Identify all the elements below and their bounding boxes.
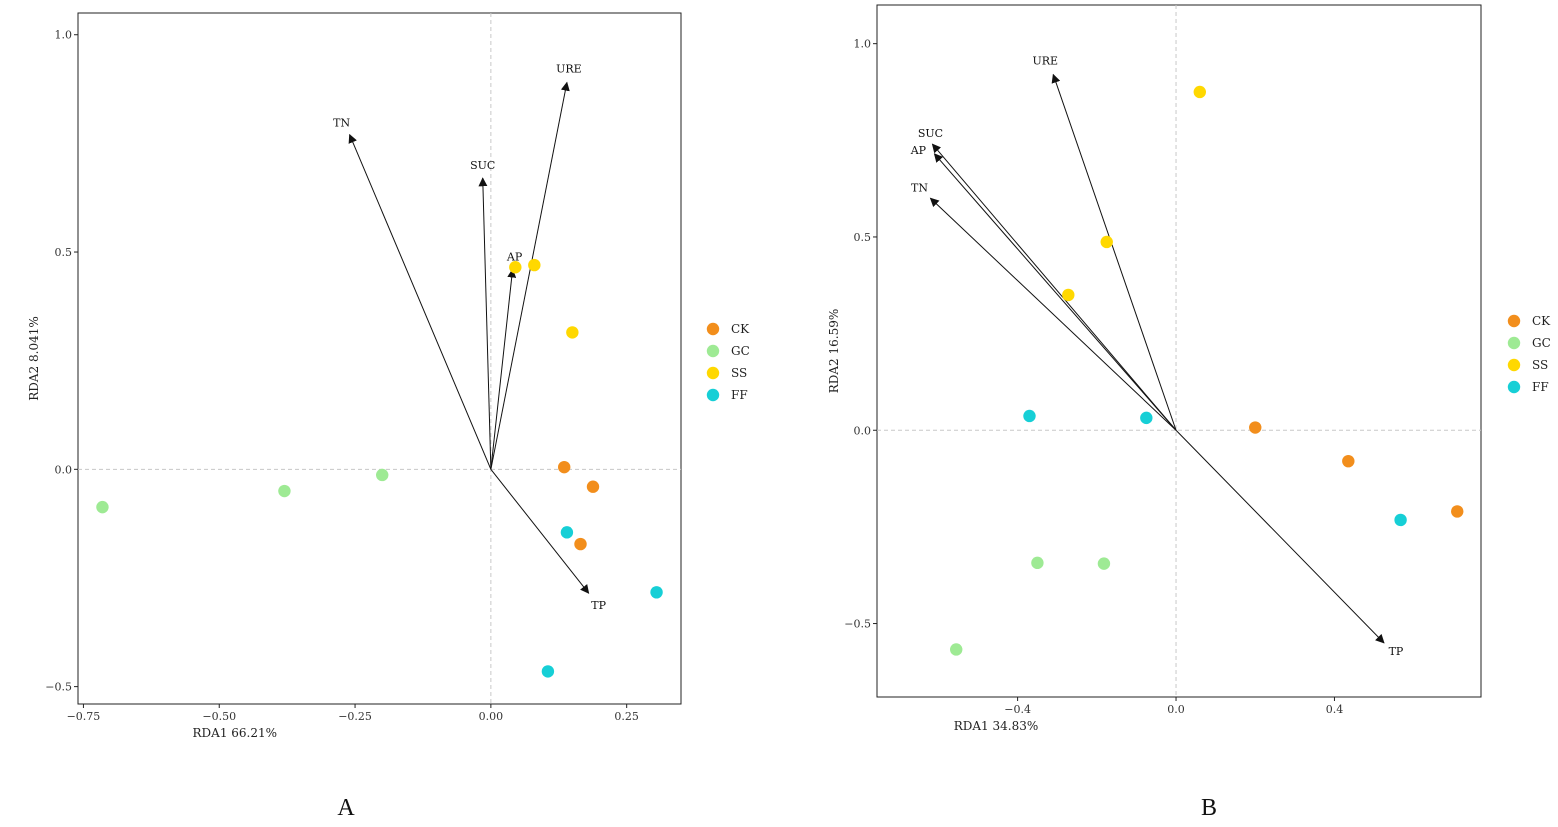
point-ss [528, 258, 541, 272]
arrow-label-tp: TP [1389, 645, 1404, 658]
legend-label-ck: CK [1532, 314, 1551, 328]
legend-marker-ff [706, 388, 720, 402]
panel-letter: B [1201, 795, 1217, 821]
y-tick-label: 1.0 [854, 38, 872, 51]
legend-label-gc: GC [1532, 336, 1551, 350]
x-axis-title: RDA1 34.83% [954, 719, 1039, 733]
arrow-label-tn: TN [333, 117, 350, 130]
legend-marker-ss [706, 366, 720, 380]
legend-label-ck: CK [731, 322, 750, 336]
legend-label-gc: GC [731, 344, 750, 358]
legend-marker-gc [706, 344, 720, 358]
y-axis-title: RDA2 8.041% [27, 316, 41, 401]
arrow-label-ap: AP [506, 250, 523, 263]
point-gc [1031, 556, 1044, 570]
arrow-label-suc: SUC [470, 159, 495, 172]
y-tick-label: −0.5 [844, 618, 871, 631]
arrow-label-ure: URE [556, 63, 582, 76]
arrow-suc [931, 143, 1177, 431]
point-ck [1451, 505, 1464, 518]
arrow-label-tn: TN [911, 181, 928, 194]
point-gc [950, 643, 963, 656]
arrow-ure [490, 81, 570, 470]
point-gc [278, 484, 291, 498]
arrow-ap [933, 153, 1177, 431]
rda-panel-a: −0.75 −0.50 −0.25 0.00 0.25 −0.5 0.0 0.5 1.0 RDA1… [27, 12, 750, 821]
x-tick-label: −0.75 [67, 710, 101, 723]
x-tick-label: −0.4 [1004, 703, 1031, 716]
legend-marker-ck [706, 322, 720, 336]
arrow-suc [478, 177, 492, 470]
y-tick-label: 0.0 [55, 463, 73, 476]
point-ck [558, 460, 571, 474]
legend-marker-ss [1507, 358, 1521, 372]
point-gc [376, 468, 389, 482]
legend-marker-ff [1507, 380, 1521, 394]
point-ck [1342, 454, 1355, 468]
rda-panel-b: −0.4 0.0 0.4 −0.5 0.0 0.5 1.0 RDA1 34.83% RDA2 1… [827, 4, 1551, 821]
arrow-label-suc: SUC [918, 127, 943, 140]
arrow-ure [1051, 73, 1177, 431]
y-tick-label: −0.5 [45, 681, 72, 694]
point-gc [96, 500, 109, 514]
x-tick-label: −0.25 [338, 710, 372, 723]
y-tick-label: 0.5 [854, 231, 872, 244]
point-ck [574, 537, 587, 551]
x-tick-label: 0.00 [479, 710, 504, 723]
legend-label-ss: SS [731, 366, 747, 380]
arrow-tn [929, 197, 1177, 431]
arrow-label-tp: TP [591, 599, 606, 612]
point-ff [1394, 513, 1407, 527]
y-axis-title: RDA2 16.59% [827, 309, 841, 394]
point-ff [541, 665, 555, 678]
point-ss [1100, 235, 1113, 249]
legend-marker-ck [1507, 314, 1521, 328]
arrow-label-ure: URE [1032, 55, 1058, 68]
point-ss [566, 326, 579, 339]
point-ss [509, 261, 522, 274]
panel-letter: A [337, 795, 355, 821]
point-ss [1062, 288, 1075, 302]
x-tick-label: 0.0 [1167, 703, 1185, 716]
y-tick-label: 0.0 [854, 424, 872, 437]
legend-label-ff: FF [731, 388, 748, 402]
arrow-tp [1175, 429, 1385, 644]
point-gc [1097, 557, 1111, 570]
legend-label-ff: FF [1532, 380, 1549, 394]
x-tick-label: −0.50 [202, 710, 236, 723]
point-ff [560, 526, 574, 539]
y-tick-label: 1.0 [55, 29, 73, 42]
arrow-ap [490, 268, 517, 470]
point-ck [586, 480, 600, 493]
point-ff [1023, 409, 1036, 423]
x-tick-label: 0.4 [1326, 703, 1344, 716]
legend-label-ss: SS [1532, 358, 1548, 372]
arrow-label-ap: AP [910, 144, 927, 157]
y-tick-label: 0.5 [55, 246, 73, 259]
point-ff [1140, 411, 1153, 425]
point-ff [650, 586, 663, 599]
plot-frame [876, 4, 1482, 698]
arrow-tp [490, 469, 590, 594]
point-ck [1249, 421, 1262, 434]
legend-marker-gc [1507, 336, 1521, 350]
point-ss [1193, 85, 1206, 99]
x-axis-title: RDA1 66.21% [193, 726, 278, 740]
x-tick-label: 0.25 [614, 710, 639, 723]
arrow-tn [348, 133, 492, 470]
